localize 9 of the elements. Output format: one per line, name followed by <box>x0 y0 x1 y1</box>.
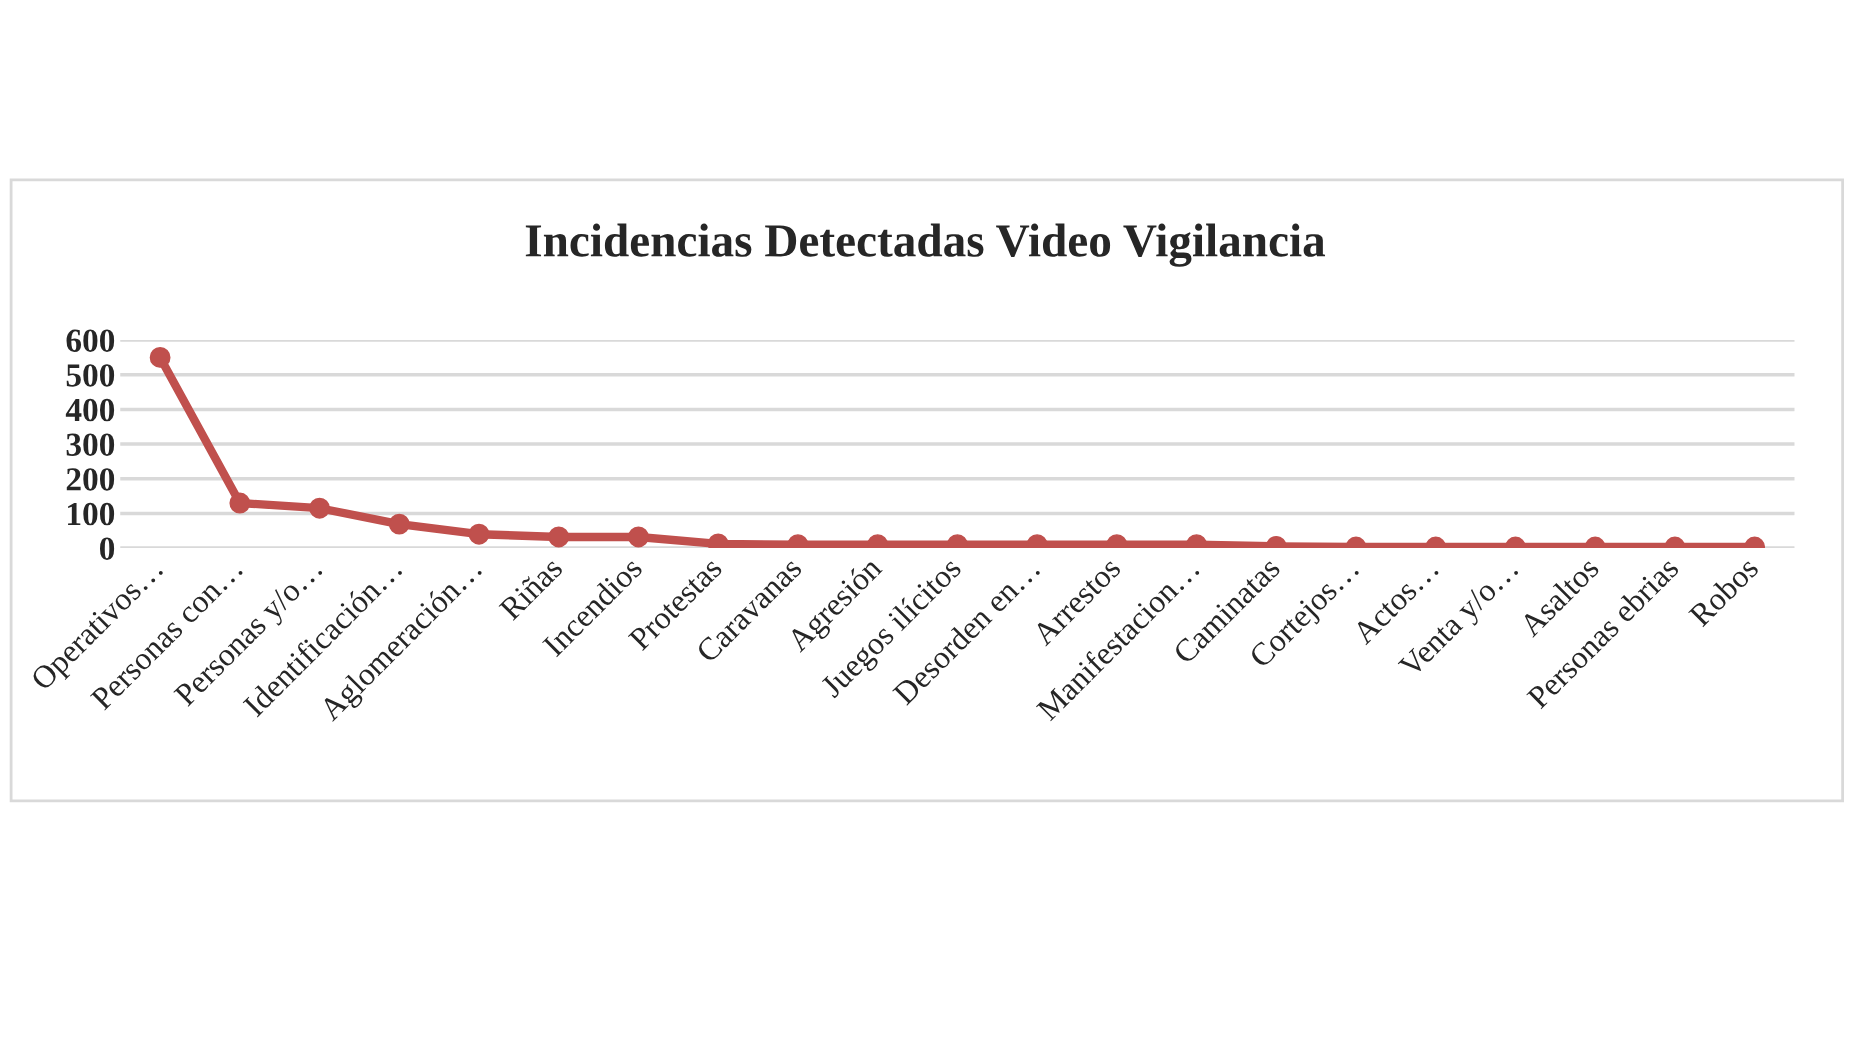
point <box>149 346 171 368</box>
y-tick-label: 300 <box>66 433 115 456</box>
y-tick-label: 600 <box>66 329 115 352</box>
y-tick-label: 500 <box>66 364 115 387</box>
y-tick-label: 200 <box>66 468 115 491</box>
y-tick-label: 0 <box>99 537 115 560</box>
y-tick-label: 100 <box>68 502 115 526</box>
chart-title: Incidencias Detectadas Video Vigilancia <box>525 223 1326 267</box>
y-tick-label: 400 <box>65 398 115 422</box>
